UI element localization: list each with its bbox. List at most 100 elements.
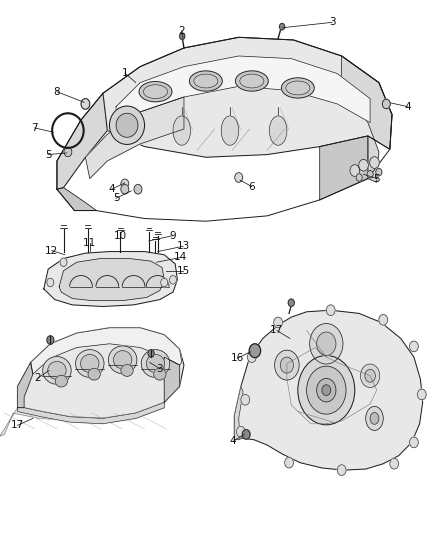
Ellipse shape: [173, 116, 191, 145]
Circle shape: [376, 168, 382, 176]
Circle shape: [379, 314, 388, 325]
Circle shape: [275, 350, 299, 380]
Ellipse shape: [121, 365, 133, 376]
Polygon shape: [18, 328, 184, 418]
Text: 10: 10: [114, 231, 127, 240]
Text: 14: 14: [174, 253, 187, 262]
Text: 16: 16: [231, 353, 244, 363]
Text: 4: 4: [404, 102, 411, 111]
Text: 5: 5: [45, 150, 52, 159]
Circle shape: [279, 23, 285, 30]
Circle shape: [249, 344, 261, 358]
Circle shape: [307, 366, 346, 414]
Circle shape: [310, 324, 343, 364]
Circle shape: [317, 378, 336, 402]
Circle shape: [161, 278, 168, 287]
Circle shape: [370, 157, 379, 168]
Circle shape: [274, 317, 283, 328]
Text: 5: 5: [373, 174, 380, 183]
Text: 1: 1: [121, 68, 128, 78]
Circle shape: [365, 369, 375, 382]
Ellipse shape: [143, 85, 167, 99]
Text: 15: 15: [177, 266, 190, 276]
Ellipse shape: [240, 74, 264, 88]
Ellipse shape: [146, 354, 165, 373]
Polygon shape: [103, 37, 392, 157]
Text: 5: 5: [113, 193, 120, 203]
Ellipse shape: [55, 375, 67, 387]
Ellipse shape: [370, 413, 379, 424]
Circle shape: [337, 465, 346, 475]
Ellipse shape: [281, 78, 314, 98]
Ellipse shape: [48, 361, 66, 379]
Circle shape: [47, 278, 54, 287]
Ellipse shape: [194, 74, 218, 88]
Text: 17: 17: [11, 421, 24, 430]
Circle shape: [322, 385, 331, 395]
Polygon shape: [57, 188, 96, 211]
Circle shape: [410, 341, 418, 352]
Polygon shape: [59, 259, 164, 301]
Ellipse shape: [139, 82, 172, 102]
Text: 6: 6: [248, 182, 255, 191]
Circle shape: [298, 356, 355, 425]
Circle shape: [121, 184, 129, 194]
Ellipse shape: [286, 81, 310, 95]
Ellipse shape: [366, 406, 383, 431]
Polygon shape: [234, 386, 243, 440]
Circle shape: [247, 352, 256, 362]
Ellipse shape: [189, 71, 222, 91]
Circle shape: [356, 174, 362, 181]
Polygon shape: [164, 357, 180, 402]
Circle shape: [148, 350, 154, 357]
Polygon shape: [18, 362, 33, 408]
Circle shape: [285, 457, 293, 468]
Circle shape: [81, 99, 90, 109]
Circle shape: [134, 184, 142, 194]
Circle shape: [382, 99, 390, 109]
Ellipse shape: [110, 106, 145, 144]
Circle shape: [280, 357, 293, 373]
Circle shape: [417, 389, 426, 400]
Circle shape: [121, 179, 129, 189]
Circle shape: [350, 165, 360, 176]
Circle shape: [60, 258, 67, 266]
Circle shape: [241, 394, 250, 405]
Text: 17: 17: [270, 326, 283, 335]
Text: 11: 11: [83, 238, 96, 247]
Text: 9: 9: [170, 231, 177, 240]
Ellipse shape: [75, 350, 104, 377]
Circle shape: [242, 430, 250, 439]
Polygon shape: [320, 136, 368, 200]
Polygon shape: [44, 252, 177, 306]
Circle shape: [64, 147, 72, 157]
Polygon shape: [234, 310, 423, 470]
Polygon shape: [0, 408, 164, 436]
Circle shape: [359, 159, 368, 171]
Circle shape: [288, 299, 294, 306]
Ellipse shape: [116, 114, 138, 137]
Text: 8: 8: [53, 87, 60, 96]
Polygon shape: [18, 402, 164, 424]
Circle shape: [326, 305, 335, 316]
Text: 2: 2: [34, 374, 41, 383]
Circle shape: [170, 276, 177, 284]
Circle shape: [317, 332, 336, 356]
Polygon shape: [57, 93, 107, 189]
Ellipse shape: [141, 350, 170, 377]
Text: 13: 13: [177, 241, 190, 251]
Ellipse shape: [221, 116, 239, 145]
Circle shape: [410, 437, 418, 448]
Polygon shape: [116, 56, 370, 131]
Circle shape: [360, 364, 380, 387]
Text: 2: 2: [178, 26, 185, 36]
Ellipse shape: [235, 71, 268, 91]
Polygon shape: [342, 56, 392, 182]
Polygon shape: [31, 328, 182, 374]
Ellipse shape: [154, 368, 166, 380]
Circle shape: [235, 173, 243, 182]
Circle shape: [390, 458, 399, 469]
Ellipse shape: [109, 346, 137, 374]
Text: 7: 7: [31, 123, 38, 133]
Ellipse shape: [113, 351, 132, 369]
